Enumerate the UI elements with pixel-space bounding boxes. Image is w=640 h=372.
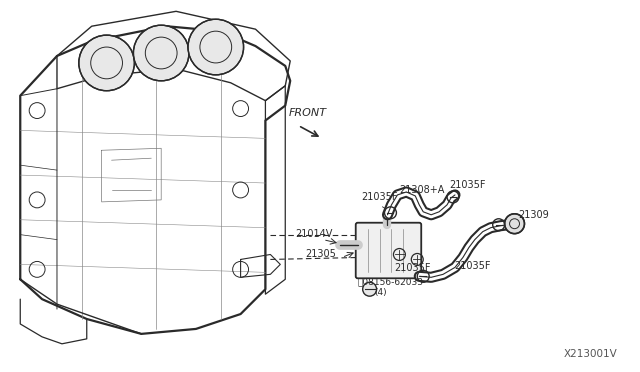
Circle shape <box>79 35 134 91</box>
Text: 21035F: 21035F <box>362 192 398 202</box>
Text: (4): (4) <box>374 288 387 297</box>
Text: FRONT: FRONT <box>288 108 326 118</box>
FancyBboxPatch shape <box>356 223 421 278</box>
Circle shape <box>188 19 244 75</box>
Text: ⓘ08156-62033: ⓘ08156-62033 <box>358 277 424 286</box>
Text: 21014V: 21014V <box>295 229 333 238</box>
Text: 21305: 21305 <box>305 250 336 259</box>
Circle shape <box>504 214 524 234</box>
Text: X213001V: X213001V <box>564 349 618 359</box>
Circle shape <box>133 25 189 81</box>
Text: 21309: 21309 <box>518 210 549 220</box>
Text: 21035F: 21035F <box>454 262 490 271</box>
Text: 21308+A: 21308+A <box>399 185 445 195</box>
Text: 21035F: 21035F <box>394 263 431 273</box>
Text: 21035F: 21035F <box>449 180 486 190</box>
Circle shape <box>363 282 376 296</box>
